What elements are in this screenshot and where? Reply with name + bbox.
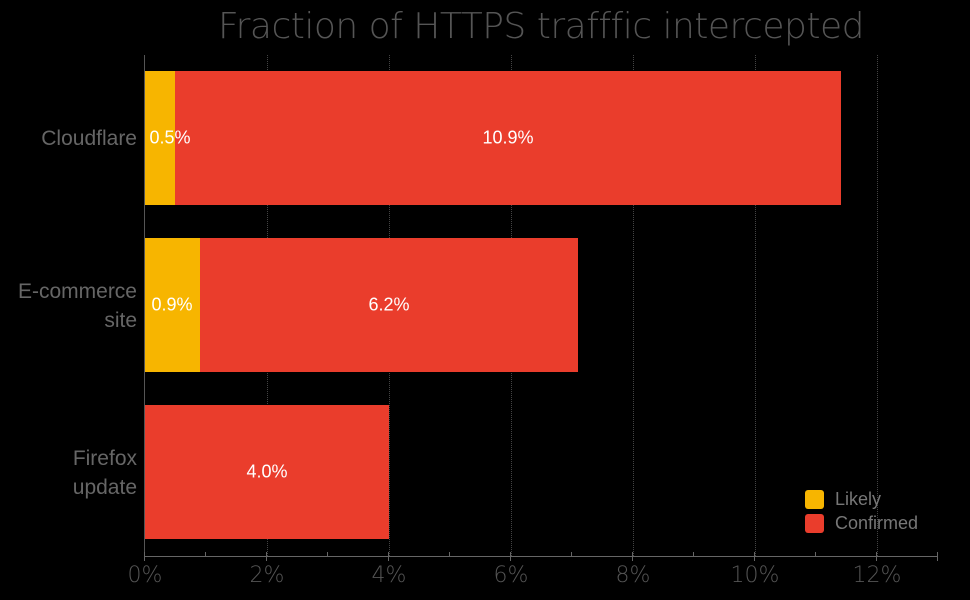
bar-segment-confirmed [200, 238, 578, 372]
gridline [755, 55, 756, 556]
category-label-line: update [72, 476, 137, 499]
category-label-ecommerce: E-commerce site [0, 277, 137, 335]
chart-title: Fraction of HTTPS trafffic intercepted [218, 6, 864, 47]
legend-swatch-likely [805, 489, 824, 509]
category-label-cloudflare: Cloudflare [0, 124, 137, 153]
bar-segment-likely [145, 238, 200, 372]
bar-label-likely: 0.9% [151, 294, 193, 315]
x-tick-label: 4% [371, 563, 407, 588]
x-minor-tick [815, 552, 816, 557]
x-tick [876, 552, 877, 561]
x-tick [388, 552, 389, 561]
bar-label-confirmed: 10.9% [482, 127, 534, 148]
y-axis-line [144, 55, 145, 556]
bar-label-confirmed: 4.0% [246, 461, 288, 482]
x-tick [266, 552, 267, 561]
x-tick-label: 2% [249, 563, 285, 588]
bar-segment-confirmed [145, 405, 389, 539]
category-label-line: E-commerce [17, 280, 137, 303]
category-label-line: site [104, 309, 137, 332]
bar-label-confirmed: 6.2% [368, 294, 410, 315]
x-tick-label: 8% [615, 563, 651, 588]
gridline [877, 55, 878, 556]
x-tick [754, 552, 755, 561]
x-tick-label: 12% [852, 563, 902, 588]
plot-area: 0.5% 10.9% 0.9% 6.2% 4.0% [145, 55, 938, 556]
x-tick [632, 552, 633, 561]
bar-ecommerce: 0.9% 6.2% [145, 238, 578, 372]
category-label-firefox: Firefox update [0, 444, 137, 502]
bar-label-likely: 0.5% [149, 127, 191, 148]
bar-segment-confirmed [175, 71, 841, 205]
legend-label-confirmed: Confirmed [835, 512, 919, 533]
gridline [633, 55, 634, 556]
legend-swatch-confirmed [805, 513, 824, 533]
legend-item-likely: Likely [805, 487, 918, 511]
x-minor-tick [327, 552, 328, 557]
bar-segment-likely [145, 71, 175, 205]
x-tick-label: 6% [493, 563, 529, 588]
x-tick [937, 552, 938, 561]
x-axis-line [144, 556, 938, 557]
bar-firefox: 4.0% [145, 405, 389, 539]
category-label-line: Cloudflare [41, 127, 137, 150]
x-minor-tick [205, 552, 206, 557]
bar-cloudflare: 0.5% 10.9% [145, 71, 841, 205]
legend-label-likely: Likely [835, 488, 882, 509]
x-minor-tick [693, 552, 694, 557]
x-tick-label: 10% [730, 563, 780, 588]
x-minor-tick [449, 552, 450, 557]
legend-item-confirmed: Confirmed [805, 511, 918, 535]
legend: Likely Confirmed [805, 487, 918, 535]
category-label-line: Firefox [72, 447, 137, 470]
x-tick [510, 552, 511, 561]
x-tick [144, 552, 145, 561]
x-minor-tick [571, 552, 572, 557]
x-tick-label: 0% [127, 563, 163, 588]
